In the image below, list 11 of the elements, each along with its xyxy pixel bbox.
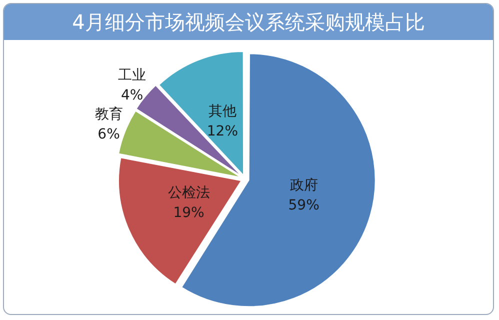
- slice-label: 教育: [94, 106, 123, 123]
- data-label: 6%: [98, 126, 120, 143]
- data-label: 19%: [173, 204, 204, 221]
- data-label: 12%: [206, 124, 238, 140]
- slice-label: 其他: [208, 104, 236, 120]
- data-label: 59%: [288, 198, 320, 214]
- slice-label: 公检法: [168, 184, 210, 201]
- data-label: 4%: [121, 87, 144, 104]
- chart-title: 4月细分市场视频会议系统采购规模占比: [4, 4, 493, 40]
- slice-label: 工业: [118, 67, 146, 84]
- slice-label: 政府: [290, 178, 318, 194]
